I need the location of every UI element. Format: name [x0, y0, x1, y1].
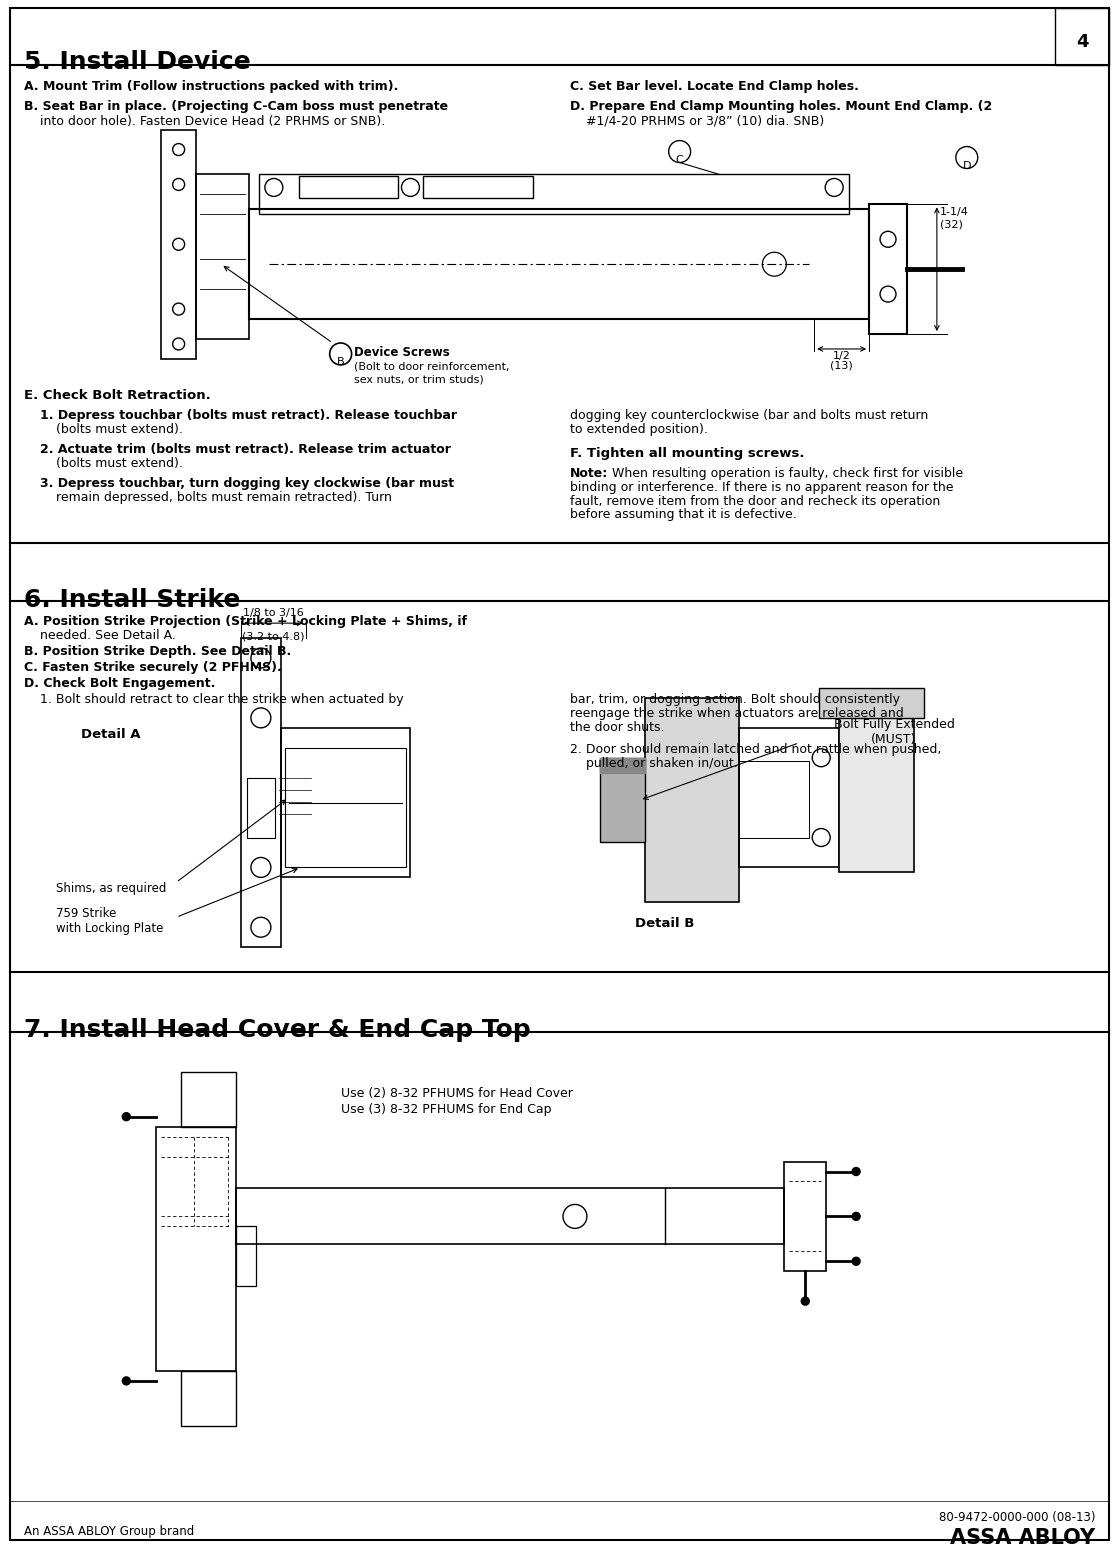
Circle shape	[853, 1258, 861, 1266]
Polygon shape	[600, 758, 645, 773]
Text: fault, remove item from the door and recheck its operation: fault, remove item from the door and rec…	[570, 494, 940, 508]
Text: 7. Install Head Cover & End Cap Top: 7. Install Head Cover & End Cap Top	[23, 1017, 530, 1042]
Circle shape	[853, 1168, 861, 1176]
Text: Note:: Note:	[570, 466, 609, 480]
Bar	[181, 1072, 236, 1126]
Bar	[740, 728, 839, 868]
Bar	[423, 177, 533, 199]
Text: sex nuts, or trim studs): sex nuts, or trim studs)	[354, 374, 483, 385]
Text: (bolts must extend).: (bolts must extend).	[39, 422, 182, 436]
Text: Bolt Fully Extended
(MUST): Bolt Fully Extended (MUST)	[834, 717, 955, 745]
Text: (Bolt to door reinforcement,: (Bolt to door reinforcement,	[354, 362, 509, 371]
Text: Use (2) 8-32 PFHUMS for Head Cover: Use (2) 8-32 PFHUMS for Head Cover	[340, 1087, 573, 1100]
Bar	[819, 688, 924, 717]
Text: C. Set Bar level. Locate End Clamp holes.: C. Set Bar level. Locate End Clamp holes…	[570, 79, 859, 93]
Circle shape	[265, 179, 283, 196]
Text: Detail B: Detail B	[634, 918, 694, 930]
Text: #1/4-20 PRHMS or 3/8” (10) dia. SNB): #1/4-20 PRHMS or 3/8” (10) dia. SNB)	[570, 115, 825, 127]
Bar	[299, 177, 398, 199]
Text: When resulting operation is faulty, check first for visible: When resulting operation is faulty, chec…	[608, 466, 963, 480]
Text: into door hole). Fasten Device Head (2 PRHMS or SNB).: into door hole). Fasten Device Head (2 P…	[23, 115, 385, 127]
Bar	[839, 717, 914, 873]
Text: needed. See Detail A.: needed. See Detail A.	[23, 629, 176, 641]
Bar	[236, 1227, 256, 1286]
Circle shape	[801, 1297, 809, 1305]
Bar	[645, 697, 740, 902]
Bar	[600, 758, 645, 842]
Text: (3.2 to 4.8): (3.2 to 4.8)	[242, 631, 304, 641]
Text: E. Check Bolt Retraction.: E. Check Bolt Retraction.	[23, 388, 210, 402]
Circle shape	[122, 1112, 130, 1121]
Text: Device Screws: Device Screws	[354, 346, 450, 359]
Text: C: C	[676, 155, 684, 165]
Text: pulled, or shaken in/out.: pulled, or shaken in/out.	[570, 756, 737, 770]
Bar	[181, 1371, 236, 1426]
Bar	[236, 1188, 784, 1244]
Text: 1. Depress touchbar (bolts must retract). Release touchbar: 1. Depress touchbar (bolts must retract)…	[39, 408, 457, 422]
Bar	[248, 210, 869, 318]
Text: D: D	[962, 160, 971, 171]
Text: before assuming that it is defective.: before assuming that it is defective.	[570, 508, 797, 522]
Text: binding or interference. If there is no apparent reason for the: binding or interference. If there is no …	[570, 480, 953, 494]
Text: Use (3) 8-32 PFHUMS for End Cap: Use (3) 8-32 PFHUMS for End Cap	[340, 1103, 552, 1115]
Circle shape	[825, 179, 843, 196]
Text: 1-1/4: 1-1/4	[940, 208, 969, 217]
Bar	[281, 728, 411, 877]
Text: 1/8 to 3/16: 1/8 to 3/16	[243, 609, 303, 618]
Text: C. Fasten Strike securely (2 PFHMS).: C. Fasten Strike securely (2 PFHMS).	[23, 662, 281, 674]
Text: to extended position).: to extended position).	[570, 422, 708, 436]
Text: dogging key counterclockwise (bar and bolts must return: dogging key counterclockwise (bar and bo…	[570, 408, 929, 422]
Bar	[784, 1162, 826, 1272]
Text: A. Position Strike Projection (Strike + Locking Plate + Shims, if: A. Position Strike Projection (Strike + …	[23, 615, 467, 627]
Text: 2. Actuate trim (bolts must retract). Release trim actuator: 2. Actuate trim (bolts must retract). Re…	[39, 443, 451, 455]
Text: 3. Depress touchbar, turn dogging key clockwise (bar must: 3. Depress touchbar, turn dogging key cl…	[39, 477, 453, 489]
Text: reengage the strike when actuators are released and: reengage the strike when actuators are r…	[570, 707, 904, 721]
Text: A. Mount Trim (Follow instructions packed with trim).: A. Mount Trim (Follow instructions packe…	[23, 79, 398, 93]
Bar	[161, 129, 196, 359]
Text: B: B	[337, 357, 345, 367]
Bar	[869, 205, 908, 334]
Text: B. Seat Bar in place. (Projecting C-Cam boss must penetrate: B. Seat Bar in place. (Projecting C-Cam …	[23, 99, 448, 113]
Circle shape	[402, 179, 420, 196]
Text: 1. Bolt should retract to clear the strike when actuated by: 1. Bolt should retract to clear the stri…	[23, 693, 403, 707]
Bar	[196, 174, 248, 339]
Text: D. Check Bolt Engagement.: D. Check Bolt Engagement.	[23, 677, 215, 690]
Circle shape	[330, 343, 351, 365]
Bar	[241, 638, 281, 947]
Text: Shims, as required: Shims, as required	[56, 882, 167, 896]
Text: bar, trim, or dogging action. Bolt should consistently: bar, trim, or dogging action. Bolt shoul…	[570, 693, 900, 707]
Text: (bolts must extend).: (bolts must extend).	[39, 457, 182, 469]
Text: 4: 4	[1075, 33, 1088, 51]
Text: ASSA ABLOY: ASSA ABLOY	[950, 1528, 1096, 1548]
Bar	[258, 174, 849, 214]
Text: An ASSA ABLOY Group brand: An ASSA ABLOY Group brand	[23, 1525, 194, 1539]
Text: (32): (32)	[940, 219, 962, 230]
Circle shape	[122, 1378, 130, 1385]
Text: 2. Door should remain latched and not rattle when pushed,: 2. Door should remain latched and not ra…	[570, 742, 941, 756]
Bar	[157, 1126, 236, 1371]
Bar	[247, 778, 275, 837]
Text: the door shuts.: the door shuts.	[570, 721, 665, 735]
Bar	[1054, 8, 1109, 65]
Text: 6. Install Strike: 6. Install Strike	[23, 589, 239, 612]
Bar	[285, 749, 406, 868]
Text: 759 Strike
with Locking Plate: 759 Strike with Locking Plate	[56, 907, 163, 935]
Text: 80-9472-0000-000 (08-13): 80-9472-0000-000 (08-13)	[939, 1511, 1096, 1523]
Text: Detail A: Detail A	[82, 728, 141, 741]
Text: D. Prepare End Clamp Mounting holes. Mount End Clamp. (2: D. Prepare End Clamp Mounting holes. Mou…	[570, 99, 993, 113]
Text: B. Position Strike Depth. See Detail B.: B. Position Strike Depth. See Detail B.	[23, 644, 291, 658]
Text: F. Tighten all mounting screws.: F. Tighten all mounting screws.	[570, 447, 805, 460]
Text: 5. Install Device: 5. Install Device	[23, 50, 251, 75]
Bar	[740, 761, 809, 837]
Text: remain depressed, bolts must remain retracted). Turn: remain depressed, bolts must remain retr…	[39, 491, 392, 503]
Text: (13): (13)	[830, 360, 853, 371]
Text: 1/2: 1/2	[833, 351, 850, 360]
Circle shape	[853, 1213, 861, 1221]
